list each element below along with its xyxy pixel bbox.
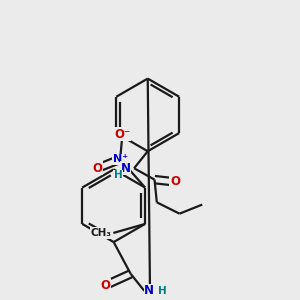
Text: O: O <box>170 176 180 188</box>
Text: O⁻: O⁻ <box>114 128 130 141</box>
Text: N⁺: N⁺ <box>112 154 128 164</box>
Text: H: H <box>158 286 167 296</box>
Text: CH₃: CH₃ <box>90 228 111 238</box>
Text: N: N <box>144 284 154 297</box>
Text: O: O <box>101 279 111 292</box>
Text: H: H <box>114 170 123 180</box>
Text: O: O <box>92 162 103 175</box>
Text: N: N <box>121 162 131 175</box>
